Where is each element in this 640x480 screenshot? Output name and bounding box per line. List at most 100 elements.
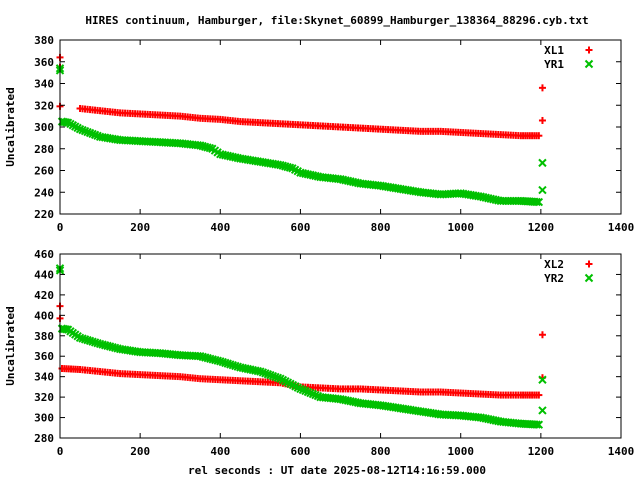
- data-point: [532, 420, 541, 429]
- y-tick-label: 320: [34, 99, 54, 112]
- x-tick-label: 400: [210, 221, 230, 234]
- data-point: [110, 343, 120, 352]
- data-point: [538, 84, 546, 92]
- data-point: [471, 191, 480, 200]
- data-point: [491, 416, 500, 425]
- data-point: [273, 373, 283, 383]
- x-tick-label: 800: [371, 445, 391, 458]
- data-point: [251, 156, 260, 166]
- x-axis-label: rel seconds : UT date 2025-08-12T14:16:5…: [188, 464, 486, 477]
- data-point: [538, 158, 547, 168]
- legend-marker: [584, 59, 594, 69]
- y-tick-label: 340: [34, 78, 54, 91]
- x-tick-label: 400: [210, 445, 230, 458]
- data-point: [251, 366, 260, 375]
- data-point: [203, 143, 212, 152]
- data-point: [533, 391, 541, 399]
- y-tick-label: 420: [34, 289, 54, 302]
- plot-frame: [59, 253, 622, 439]
- data-point: [73, 123, 82, 133]
- data-point: [293, 383, 303, 392]
- data-point: [511, 196, 521, 206]
- data-point: [110, 135, 120, 144]
- data-point: [170, 350, 180, 359]
- data-point: [59, 117, 69, 127]
- data-point: [538, 116, 546, 124]
- data-point: [170, 138, 180, 148]
- legend-label: YR1: [544, 58, 564, 71]
- y-tick-label: 240: [34, 186, 54, 199]
- data-point: [538, 185, 547, 195]
- data-point: [411, 406, 420, 415]
- y-tick-label: 460: [34, 248, 54, 261]
- data-point: [391, 183, 400, 193]
- series-YR2: [55, 264, 547, 429]
- panel-1: 0 200 400 600 800 1000 1200 1400 220 240 260 280 300…: [4, 34, 634, 234]
- data-point: [61, 325, 71, 334]
- y-tick-label: 440: [34, 268, 54, 281]
- y-axis-label: Uncalibrated: [4, 87, 17, 166]
- data-point: [211, 355, 220, 365]
- data-point: [331, 174, 340, 183]
- x-tick-label: 0: [57, 221, 64, 234]
- data-point: [150, 348, 160, 358]
- data-point: [191, 351, 200, 361]
- chart-panels: 0 200 400 600 800 1000 1200 1400 220 240 260 280 300…: [4, 34, 634, 458]
- x-tick-label: 1400: [608, 221, 635, 234]
- data-point: [351, 178, 360, 187]
- y-tick-label: 360: [34, 56, 54, 69]
- series-YR1: [55, 64, 547, 207]
- x-tick-label: 1200: [528, 445, 555, 458]
- data-point: [59, 324, 69, 334]
- legend-marker: [584, 273, 594, 283]
- data-point: [451, 189, 460, 198]
- data-point: [130, 347, 140, 356]
- x-tick-label: 0: [57, 445, 64, 458]
- data-point: [491, 195, 500, 205]
- data-point: [351, 398, 360, 407]
- data-point: [293, 167, 302, 176]
- data-point: [451, 411, 460, 420]
- y-tick-label: 380: [34, 34, 54, 47]
- y-tick-label: 300: [34, 412, 54, 425]
- data-point: [311, 171, 320, 181]
- data-point: [532, 197, 541, 207]
- data-point: [533, 132, 541, 140]
- y-tick-label: 300: [34, 121, 54, 134]
- legend-marker: [585, 260, 593, 268]
- data-point: [530, 197, 539, 206]
- y-tick-label: 320: [34, 391, 54, 404]
- x-tick-label: 200: [130, 221, 150, 234]
- data-point: [130, 136, 140, 146]
- series-XL1: [56, 53, 546, 140]
- y-tick-label: 340: [34, 371, 54, 384]
- data-point: [231, 153, 240, 162]
- data-point: [391, 403, 400, 412]
- x-tick-label: 600: [290, 445, 310, 458]
- data-point: [73, 331, 82, 341]
- series-XL2: [56, 302, 546, 399]
- data-point: [285, 163, 295, 172]
- data-point: [538, 406, 547, 415]
- legend-marker: [585, 46, 593, 54]
- data-point: [283, 162, 292, 172]
- x-tick-label: 1000: [447, 221, 474, 234]
- x-tick-label: 1200: [528, 221, 555, 234]
- data-point: [431, 409, 440, 418]
- data-point: [530, 420, 539, 429]
- data-point: [411, 187, 420, 196]
- x-tick-label: 800: [371, 221, 391, 234]
- x-tick-label: 200: [130, 445, 150, 458]
- data-point: [431, 189, 440, 199]
- data-point: [371, 400, 380, 409]
- legend-label: XL1: [544, 44, 564, 57]
- data-point: [471, 412, 480, 422]
- y-tick-label: 260: [34, 165, 54, 178]
- chart-title: HIRES continuum, Hamburger, file:Skynet_…: [85, 14, 588, 27]
- data-point: [331, 394, 340, 403]
- data-point: [205, 143, 215, 153]
- data-point: [213, 148, 222, 157]
- data-point: [191, 140, 200, 150]
- y-tick-label: 280: [34, 143, 54, 156]
